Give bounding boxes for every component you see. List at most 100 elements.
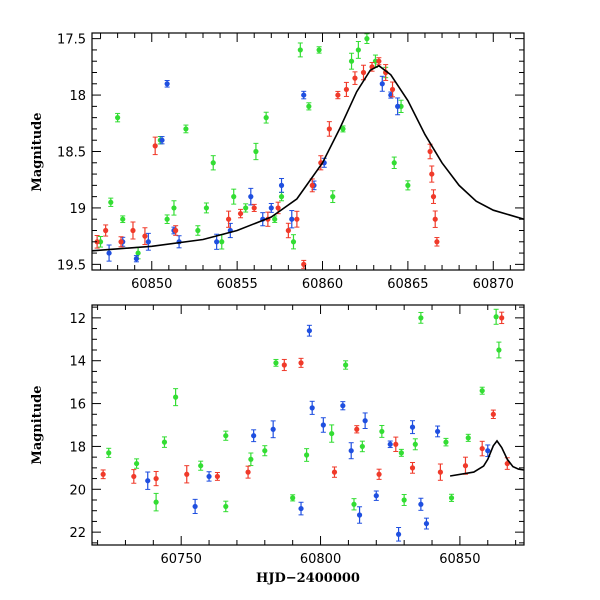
top-red-point [434,239,440,245]
bottom-panel-frame [91,304,525,546]
top-green-point [272,216,278,222]
bottom-y-tick-label: 12 [69,312,86,327]
top-green-point [195,227,201,234]
top-green-point [278,194,285,200]
top-green-point [355,47,361,53]
bottom-green-point [198,463,204,469]
top-blue-point [278,182,285,188]
top-x-tick-label: 60850 [131,277,172,292]
bottom-red-point [376,471,382,477]
top-y-tick-label: 17.5 [57,33,86,48]
bottom-green-point [262,448,268,454]
bottom-blue-point [348,448,354,454]
bottom-red-point [354,426,360,432]
bottom-red-point [462,463,469,469]
bottom-panel: 60750 60800 60850 12 14 16 18 20 22 Magnitude HJ… [30,304,525,586]
bottom-green-point [493,314,499,320]
bottom-blue-point [270,426,276,432]
top-red-point [237,210,244,217]
top-panel: 60850 60855 60860 60865 60870 17.5 18 18.5 19 19.… [30,32,525,292]
top-blue-point [159,137,165,143]
top-green-point [263,115,269,121]
top-y-tick-label: 19.5 [57,258,86,273]
bottom-red-point [393,441,399,447]
bottom-red-point [184,471,190,477]
top-red-point [251,205,257,211]
bottom-y-tick-label: 14 [69,355,86,370]
bottom-model-curve [449,439,524,477]
bottom-green-point [343,362,349,368]
top-red-point [335,92,341,98]
top-red-point [94,239,100,245]
top-axis-ticks: 60850 60855 60860 60865 60870 17.5 18 18.5 19 19.… [57,33,524,292]
bottom-y-axis-label: Magnitude [30,385,45,464]
top-red-point [326,126,332,132]
bottom-blue-point [356,512,363,518]
bottom-red-point [281,362,287,368]
top-red-point [152,143,158,149]
bottom-green-point [133,460,140,467]
bottom-green-point [412,441,418,447]
top-green-point [183,126,189,132]
bottom-green-point [359,443,365,450]
bottom-blue-point [423,520,430,527]
top-blue-point [268,205,274,211]
bottom-blue-point [435,428,441,435]
bottom-x-tick-label: 60850 [439,552,480,567]
top-series-group [92,33,524,269]
bottom-y-tick-label: 16 [69,398,86,413]
bottom-green-point [398,450,404,456]
top-red-point [429,171,435,177]
top-red-point [352,75,358,81]
bottom-green-point [496,347,502,353]
bottom-plot-area [100,308,524,542]
top-y-tick-label: 19 [69,202,86,217]
top-red-point [343,86,350,93]
bottom-blue-point [145,478,151,484]
bottom-blue-point [251,433,257,439]
bottom-red-point [153,475,159,482]
top-blue-point [379,81,385,87]
top-green-point [297,47,303,53]
top-green-point [219,239,225,245]
top-green-point [405,182,411,188]
top-red-point [285,227,291,234]
top-green-point [120,216,126,222]
top-blue-point [248,194,254,200]
bottom-green-point [161,439,168,445]
bottom-green-point [329,430,335,437]
top-red-point [376,58,382,64]
top-red-point [118,239,124,245]
bottom-blue-point [362,418,368,424]
bottom-red-point [331,469,338,475]
top-x-tick-label: 60855 [216,277,257,292]
bottom-red-point [490,411,496,417]
top-green-point [231,194,237,200]
top-blue-point [301,92,307,98]
bottom-red-point [100,471,106,477]
top-green-point [253,148,259,155]
top-plot-area [92,33,524,269]
bottom-red-point [298,360,304,366]
bottom-green-point [106,450,112,456]
top-red-point [142,233,148,239]
bottom-blue-point [340,403,346,409]
bottom-red-point [437,469,443,475]
bottom-green-point [443,439,449,445]
top-red-point [432,216,438,222]
top-blue-point [395,103,401,109]
top-red-point [309,182,315,188]
bottom-blue-point [387,441,393,447]
top-blue-point [289,216,295,222]
top-red-point [389,86,396,93]
top-green-point [108,199,114,205]
bottom-green-point [173,394,179,400]
top-green-point [348,58,355,64]
top-x-tick-label: 60865 [387,277,428,292]
top-x-tick-label: 60860 [302,277,343,292]
top-red-point [130,227,136,234]
bottom-green-point [418,315,424,321]
bottom-blue-point [206,473,212,480]
bottom-blue-point [418,501,424,507]
